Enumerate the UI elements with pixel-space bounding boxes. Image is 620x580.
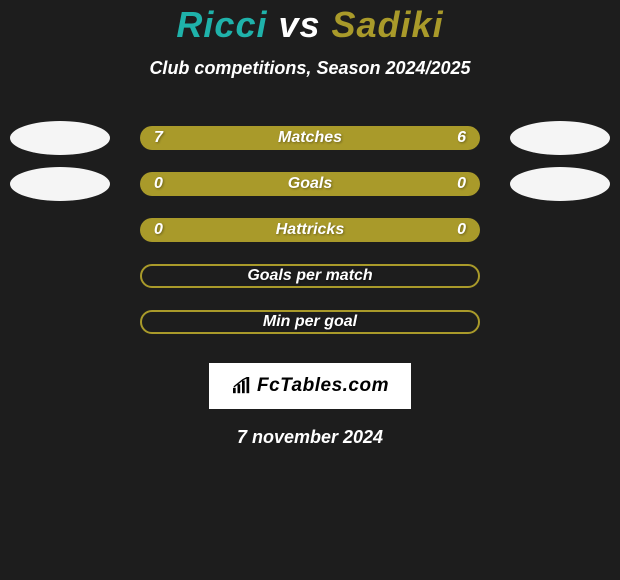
subtitle: Club competitions, Season 2024/2025 bbox=[0, 58, 620, 79]
source-badge-wrap: FcTables.com bbox=[0, 363, 620, 409]
vs-separator: vs bbox=[267, 4, 331, 45]
right-oval bbox=[510, 121, 610, 155]
stat-right-value: 0 bbox=[457, 221, 466, 239]
stat-row-empty: Min per goal bbox=[0, 299, 620, 345]
stat-bar: 7Matches6 bbox=[140, 126, 480, 150]
stat-right-value: 6 bbox=[457, 129, 466, 147]
stat-row: 0Hattricks0 bbox=[0, 207, 620, 253]
stat-label: Goals bbox=[140, 175, 480, 193]
stat-row: 0Goals0 bbox=[0, 161, 620, 207]
stat-bar: 0Hattricks0 bbox=[140, 218, 480, 242]
right-oval bbox=[510, 167, 610, 201]
stat-row: 7Matches6 bbox=[0, 115, 620, 161]
stat-label: Goals per match bbox=[247, 267, 372, 285]
page-title: Ricci vs Sadiki bbox=[0, 4, 620, 46]
stat-bar: 0Goals0 bbox=[140, 172, 480, 196]
left-oval bbox=[10, 121, 110, 155]
left-oval bbox=[10, 167, 110, 201]
empty-stats-list: Goals per match Min per goal bbox=[0, 253, 620, 345]
date-label: 7 november 2024 bbox=[0, 427, 620, 448]
stat-right-value: 0 bbox=[457, 175, 466, 193]
stat-label: Min per goal bbox=[263, 313, 357, 331]
stat-bar-outline: Min per goal bbox=[140, 310, 480, 334]
stat-row-empty: Goals per match bbox=[0, 253, 620, 299]
source-badge-text: FcTables.com bbox=[257, 375, 389, 397]
chart-icon bbox=[231, 377, 253, 395]
comparison-card: Ricci vs Sadiki Club competitions, Seaso… bbox=[0, 0, 620, 448]
stat-label: Matches bbox=[140, 129, 480, 147]
source-badge[interactable]: FcTables.com bbox=[209, 363, 411, 409]
stat-bar-outline: Goals per match bbox=[140, 264, 480, 288]
stat-label: Hattricks bbox=[140, 221, 480, 239]
stats-list: 7Matches60Goals00Hattricks0 bbox=[0, 115, 620, 253]
player-left-name: Ricci bbox=[176, 4, 267, 45]
player-right-name: Sadiki bbox=[332, 4, 444, 45]
